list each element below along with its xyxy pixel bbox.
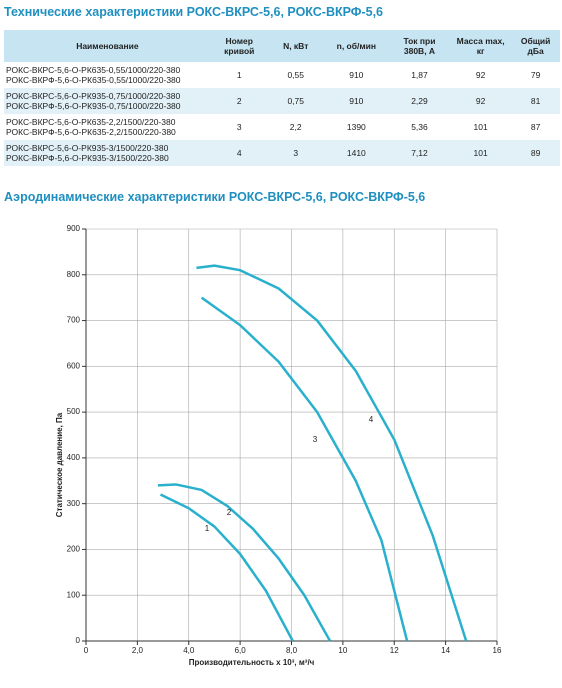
table-cell: РОКС-ВКРС-5,6-О-РК935-3/1500/220-380 РОКС… xyxy=(4,140,211,166)
product-name: РОКС-ВКРС-5,6-О-РК935-0,75/1000/220-380 xyxy=(6,91,181,101)
x-axis-title: Производительность х 10³, м³/ч xyxy=(189,658,315,667)
curve xyxy=(200,296,409,642)
table-cell: 1390 xyxy=(346,122,366,132)
product-name: РОКС-ВКРС-5,6-О-РК635-0,55/1000/220-380 xyxy=(6,65,181,75)
table-cell: 101 xyxy=(473,122,488,132)
table-cell: 2,29 xyxy=(388,88,450,114)
curve xyxy=(159,493,294,642)
column-header: Номер кривой xyxy=(210,30,268,62)
product-name: РОКС-ВКРС-5,6-О-РК635-2,2/1500/220-380 xyxy=(6,117,176,127)
table-cell: 7,12 xyxy=(388,140,450,166)
table-cell: 87 xyxy=(530,122,541,132)
product-name: РОКС-ВКРС-5,6-О-РК935-3/1500/220-380 xyxy=(6,143,169,153)
table-cell: 92 xyxy=(475,70,486,80)
x-tick-label: 10 xyxy=(338,646,347,655)
table-title: Технические характеристики РОКС-ВКРС-5,6… xyxy=(4,5,383,19)
y-tick-label: 700 xyxy=(67,316,81,325)
y-tick-label: 500 xyxy=(67,407,81,416)
y-tick-label: 600 xyxy=(67,361,81,370)
y-axis-title: Статическое давление, Па xyxy=(55,412,64,517)
spec-table: Наименование Номер кривой N, кВт n, об/мин Т… xyxy=(4,30,560,166)
table-cell: РОКС-ВКРС-5,6-О-РК635-0,55/1000/220-380 Р… xyxy=(4,62,211,88)
curve-label: 4 xyxy=(369,415,374,424)
x-tick-label: 12 xyxy=(390,646,399,655)
section-title: Аэродинамические характеристики РОКС-ВКР… xyxy=(4,190,426,204)
y-tick-label: 800 xyxy=(67,270,81,279)
table-cell: 92 xyxy=(449,88,512,114)
curve-label: 3 xyxy=(313,435,318,444)
table-row: РОКС-ВКРС-5,6-О-РК635-2,2/1500/220-380 РО… xyxy=(4,114,560,140)
y-tick-label: 200 xyxy=(67,545,81,554)
column-header: Ток при 380В, А xyxy=(388,30,450,62)
product-name: РОКС-ВКРФ-5,6-О-РК935-3/1500/220-380 xyxy=(6,153,169,163)
table-cell: РОКС-ВКРС-5,6-О-РК935-0,75/1000/220-380 Р… xyxy=(4,88,211,114)
table-cell: РОКС-ВКРС-5,6-О-РК635-2,2/1500/220-380 РО… xyxy=(4,114,211,140)
table-cell: 1,87 xyxy=(411,70,428,80)
table-cell: 910 xyxy=(349,70,364,80)
table-cell: 3 xyxy=(267,140,324,166)
x-tick-label: 14 xyxy=(441,646,450,655)
table-cell: 0,75 xyxy=(267,88,324,114)
column-header: Общий дБа xyxy=(511,30,560,62)
x-tick-label: 16 xyxy=(493,646,502,655)
y-tick-label: 400 xyxy=(67,453,81,462)
y-tick-label: 100 xyxy=(67,590,81,599)
column-header: N, кВт xyxy=(267,30,324,62)
table-row: РОКС-ВКРС-5,6-О-РК935-0,75/1000/220-380 Р… xyxy=(4,88,560,114)
column-header: n, об/мин xyxy=(323,30,389,62)
curve-label: 1 xyxy=(205,524,210,533)
table-cell: 89 xyxy=(511,140,560,166)
table-cell: 2,2 xyxy=(289,122,302,132)
product-name: РОКС-ВКРФ-5,6-О-РК635-0,55/1000/220-380 xyxy=(6,75,181,85)
chart: 0 100 200 300 400 500 600 700 800 900 0 2,0 4,0 6,0 8,… xyxy=(55,224,502,667)
x-tick-label: 0 xyxy=(84,646,89,655)
curve xyxy=(157,483,332,642)
table-cell: 1 xyxy=(236,70,242,80)
x-tick-label: 2,0 xyxy=(132,646,144,655)
x-tick-label: 8,0 xyxy=(286,646,298,655)
column-header: Наименование xyxy=(4,30,211,62)
table-cell: 4 xyxy=(210,140,268,166)
product-name: РОКС-ВКРФ-5,6-О-РК935-0,75/1000/220-380 xyxy=(6,101,181,111)
table-cell: 3 xyxy=(236,122,242,132)
curve xyxy=(196,264,468,642)
table-cell: 5,36 xyxy=(411,122,428,132)
table-cell: 0,55 xyxy=(287,70,304,80)
y-tick-label: 900 xyxy=(67,224,81,233)
table-cell: 910 xyxy=(323,88,389,114)
curve-label: 2 xyxy=(227,508,232,517)
table-row: РОКС-ВКРС-5,6-О-РК935-3/1500/220-380 РОКС… xyxy=(4,140,560,166)
column-header: Масса max, кг xyxy=(449,30,512,62)
y-tick-label: 0 xyxy=(76,636,81,645)
x-tick-label: 6,0 xyxy=(235,646,247,655)
table-cell: 81 xyxy=(511,88,560,114)
table-cell: 2 xyxy=(210,88,268,114)
table-cell: 1410 xyxy=(323,140,389,166)
x-tick-label: 4,0 xyxy=(183,646,195,655)
product-name: РОКС-ВКРФ-5,6-О-РК635-2,2/1500/220-380 xyxy=(6,127,176,137)
table-cell: 79 xyxy=(530,70,541,80)
y-tick-label: 300 xyxy=(67,499,81,508)
table-row: РОКС-ВКРС-5,6-О-РК635-0,55/1000/220-380 Р… xyxy=(4,62,560,88)
table-cell: 101 xyxy=(449,140,512,166)
